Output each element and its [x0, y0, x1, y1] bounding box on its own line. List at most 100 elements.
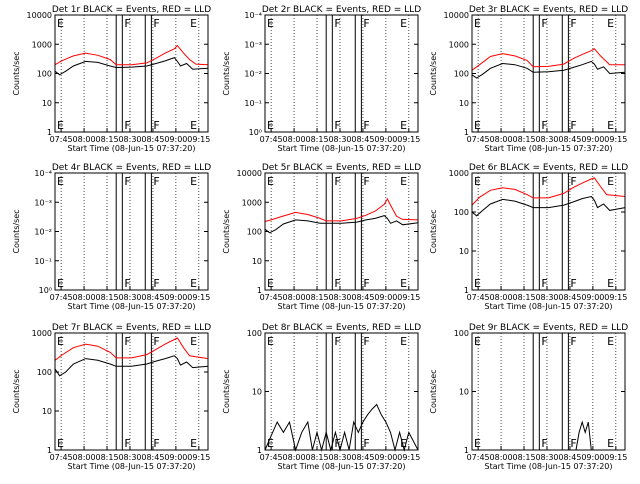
flag-marker: E	[474, 119, 481, 132]
flag-marker: F	[570, 277, 576, 290]
y-tick-label: 100	[454, 70, 469, 79]
x-tick-label: 07:45	[50, 135, 73, 144]
flag-marker: E	[57, 335, 64, 348]
y-tick-label: 10	[252, 257, 262, 266]
lld-series-line	[54, 44, 209, 66]
panel-title: Det 8r BLACK = Events, RED = LLD	[262, 323, 421, 333]
x-tick-label: 08:45	[558, 135, 581, 144]
y-tick-label: 100	[247, 228, 262, 237]
x-tick-label: 07:45	[260, 293, 283, 302]
flag-marker: E	[190, 437, 197, 450]
plot-frame	[54, 332, 209, 451]
x-axis-label: Start Time (08-Jun-15 07:37:20)	[485, 462, 613, 471]
y-tick-label: 1000	[449, 40, 469, 49]
flag-marker: F	[153, 119, 159, 132]
x-tick-label: 08:30	[535, 453, 558, 462]
detector-panel: Det 3r BLACK = Events, RED = LLD E E F F F F E E…	[429, 5, 628, 153]
flag-marker: E	[400, 335, 407, 348]
flag-marker: E	[267, 277, 274, 290]
flag-marker: E	[190, 335, 197, 348]
x-axis-label: Start Time (08-Jun-15 07:37:20)	[278, 462, 406, 471]
panel-title: Det 1r BLACK = Events, RED = LLD	[52, 5, 211, 15]
y-axis-label: Counts/sec	[222, 369, 231, 413]
flag-marker: F	[541, 277, 547, 290]
events-series-line	[54, 57, 209, 76]
y-tick-label: 10⁰	[249, 128, 262, 137]
flag-marker: F	[363, 175, 369, 188]
panel-title: Det 4r BLACK = Events, RED = LLD	[52, 163, 211, 173]
x-tick-label: 08:15	[305, 293, 328, 302]
x-tick-label: 08:30	[535, 293, 558, 302]
y-tick-label: 10⁻⁴	[34, 169, 52, 178]
x-tick-label: 08:30	[328, 135, 351, 144]
flag-marker: F	[334, 17, 340, 30]
flag-marker: F	[570, 437, 576, 450]
y-axis-label: Counts/sec	[12, 51, 21, 95]
x-tick-label: 08:00	[73, 453, 96, 462]
flag-marker: F	[153, 437, 159, 450]
flag-marker: F	[334, 277, 340, 290]
y-tick-label: 10⁻³	[34, 198, 52, 207]
flag-marker: E	[267, 335, 274, 348]
y-tick-label: 10	[459, 247, 469, 256]
flag-marker: E	[190, 277, 197, 290]
flag-marker: F	[334, 175, 340, 188]
flag-marker: F	[541, 17, 547, 30]
flag-marker: F	[570, 335, 576, 348]
x-tick-label: 07:45	[467, 135, 490, 144]
plot-frame	[264, 14, 419, 133]
x-tick-label: 08:15	[95, 293, 118, 302]
flag-marker: E	[267, 119, 274, 132]
y-tick-label: 1	[257, 286, 262, 295]
flag-marker: E	[400, 175, 407, 188]
x-tick-label: 08:00	[73, 293, 96, 302]
y-tick-label: 10⁻¹	[34, 257, 52, 266]
flag-marker: E	[267, 437, 274, 450]
flag-marker: F	[124, 335, 130, 348]
y-tick-label: 10⁻¹	[244, 99, 262, 108]
y-tick-label: 10000	[27, 11, 52, 20]
detector-panel: Det 5r BLACK = Events, RED = LLD E E F F F F E E…	[222, 163, 421, 311]
y-tick-label: 10⁰	[39, 286, 52, 295]
events-series-line	[471, 60, 626, 79]
x-tick-label: 08:45	[351, 135, 374, 144]
x-tick-label: 09:15	[397, 293, 420, 302]
flag-marker: E	[400, 277, 407, 290]
x-tick-label: 08:30	[118, 453, 141, 462]
panel-title: Det 7r BLACK = Events, RED = LLD	[52, 323, 211, 333]
x-tick-label: 09:00	[374, 453, 397, 462]
x-axis-label: Start Time (08-Jun-15 07:37:20)	[485, 302, 613, 311]
panel-title: Det 5r BLACK = Events, RED = LLD	[262, 163, 421, 173]
flag-marker: E	[474, 437, 481, 450]
y-tick-label: 10000	[444, 11, 469, 20]
plot-frame	[264, 332, 419, 451]
y-tick-label: 1000	[449, 169, 469, 178]
x-tick-label: 08:15	[305, 135, 328, 144]
panel-title: Det 9r BLACK = Events, RED = LLD	[469, 323, 628, 333]
plot-frame	[471, 14, 626, 133]
flag-marker: F	[124, 175, 130, 188]
detector-panel: Det 2r BLACK = Events, RED = LLD E E F F F F E E…	[222, 5, 421, 153]
x-tick-label: 09:15	[604, 135, 627, 144]
y-tick-label: 10	[459, 388, 469, 397]
y-tick-label: 10⁻²	[244, 70, 262, 79]
x-tick-label: 08:00	[283, 293, 306, 302]
panel-title: Det 6r BLACK = Events, RED = LLD	[469, 163, 628, 173]
y-tick-label: 1	[257, 446, 262, 455]
x-tick-label: 07:45	[260, 135, 283, 144]
panel-title: Det 2r BLACK = Events, RED = LLD	[262, 5, 421, 15]
y-tick-label: 1	[47, 128, 52, 137]
flag-marker: E	[57, 175, 64, 188]
x-tick-label: 09:00	[581, 293, 604, 302]
y-tick-label: 10	[42, 407, 52, 416]
x-axis-label: Start Time (08-Jun-15 07:37:20)	[68, 144, 196, 153]
x-tick-label: 08:30	[118, 293, 141, 302]
x-tick-label: 07:45	[50, 453, 73, 462]
x-axis-label: Start Time (08-Jun-15 07:37:20)	[68, 302, 196, 311]
x-tick-label: 08:15	[512, 293, 535, 302]
flag-marker: E	[190, 17, 197, 30]
detector-panel: Det 4r BLACK = Events, RED = LLD E E F F F F E E…	[12, 163, 211, 311]
flag-marker: F	[541, 437, 547, 450]
flag-marker: E	[607, 17, 614, 30]
